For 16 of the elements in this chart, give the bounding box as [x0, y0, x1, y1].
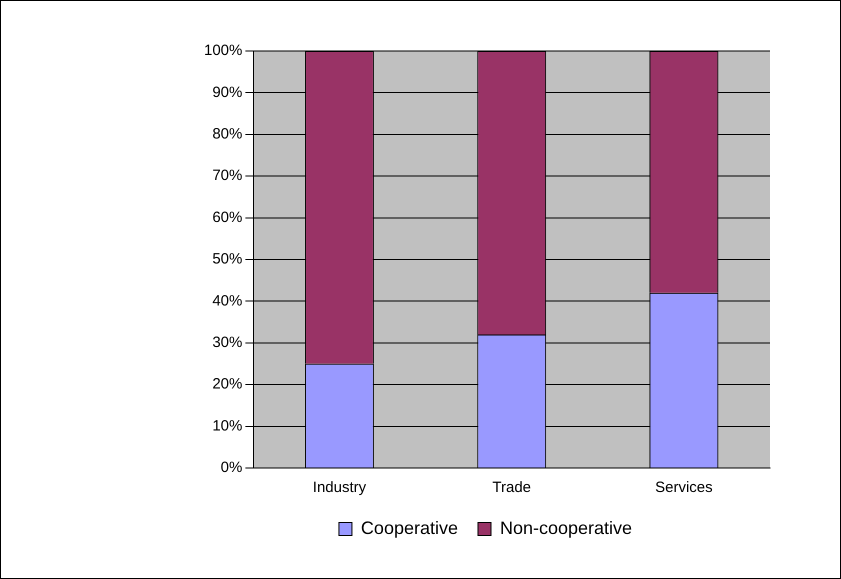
x-tick-label: Services — [655, 479, 713, 496]
legend-label: Non-cooperative — [500, 518, 632, 538]
y-tick-label: 20% — [212, 376, 242, 393]
y-tick-label: 10% — [212, 417, 242, 434]
y-tick-label: 50% — [212, 250, 242, 268]
y-tick-label: 100% — [204, 42, 242, 60]
y-tick-label: 70% — [212, 167, 242, 184]
x-tick-label: Trade — [492, 479, 531, 496]
legend-label: Cooperative — [360, 518, 458, 538]
x-tick-label: Industry — [312, 479, 367, 496]
y-tick-label: 0% — [220, 459, 242, 476]
y-tick-label: 40% — [212, 292, 242, 310]
y-tick-label: 90% — [212, 84, 242, 101]
y-tick-label: 80% — [212, 126, 242, 143]
y-tick-label: 60% — [212, 208, 242, 226]
y-tick-label: 30% — [212, 334, 242, 352]
